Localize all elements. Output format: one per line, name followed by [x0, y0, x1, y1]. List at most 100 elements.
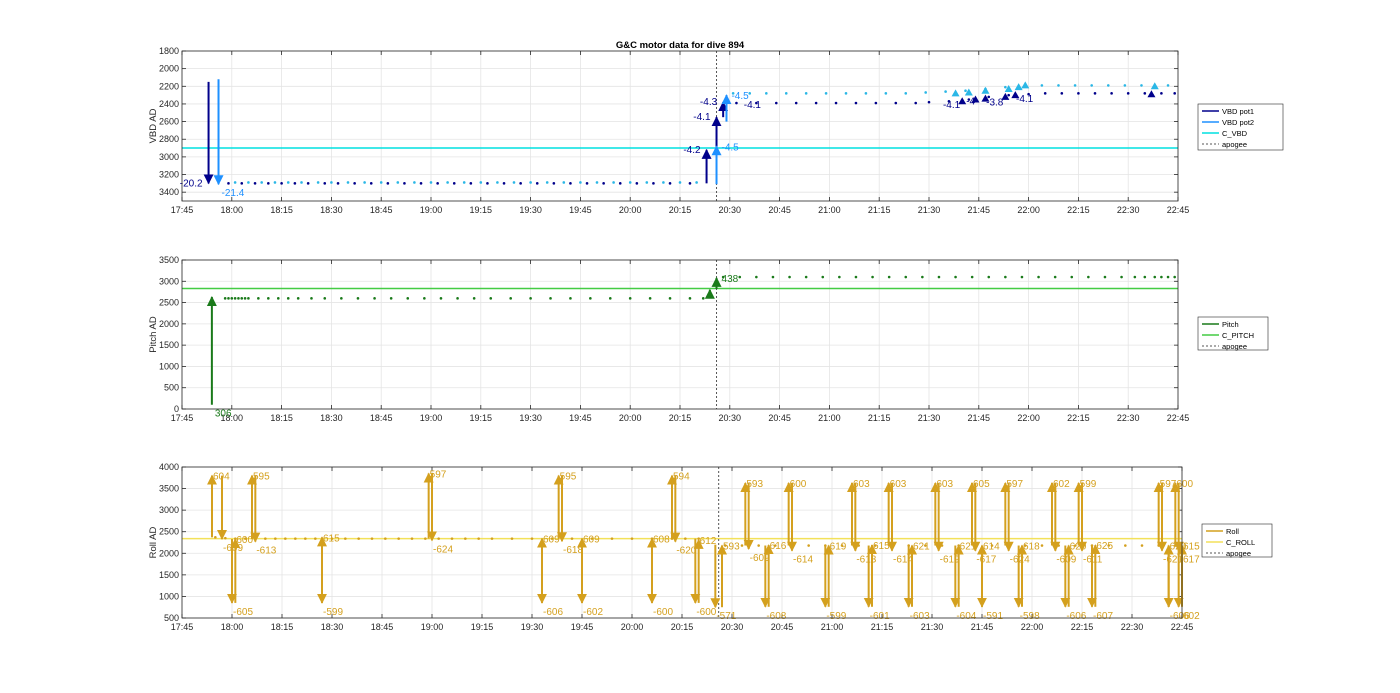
data-point [397, 537, 400, 540]
data-point [990, 544, 994, 547]
data-point [356, 297, 360, 300]
x-tick-label: 21:30 [918, 413, 941, 423]
x-tick-label: 18:15 [270, 205, 293, 215]
x-tick-label: 21:15 [868, 205, 891, 215]
move-label: 600 [1176, 479, 1193, 490]
data-point [628, 181, 632, 184]
data-point [323, 182, 327, 185]
x-tick-label: 21:45 [971, 622, 994, 632]
move-label: -602 [583, 607, 603, 618]
data-point [914, 101, 918, 105]
move-label: 594 [673, 472, 690, 483]
y-tick-label: 1500 [159, 340, 179, 350]
x-tick-label: 20:45 [768, 205, 791, 215]
data-point [519, 182, 522, 185]
x-tick-label: 19:45 [569, 413, 592, 423]
data-point [757, 544, 760, 547]
move-label: 615 [1183, 542, 1200, 553]
data-point [814, 101, 818, 105]
x-tick-label: 17:45 [171, 413, 194, 423]
data-point [1143, 275, 1147, 279]
data-point [569, 297, 572, 300]
move-label: 603 [853, 479, 870, 490]
data-point [1040, 84, 1044, 87]
data-point [904, 92, 908, 95]
data-point [1173, 92, 1176, 95]
triangle-marker [1150, 82, 1159, 90]
x-tick-label: 20:15 [669, 205, 692, 215]
data-point [834, 101, 838, 105]
data-point [419, 182, 423, 185]
x-tick-label: 22:15 [1067, 413, 1090, 423]
x-tick-label: 20:45 [768, 413, 791, 423]
data-point [807, 544, 810, 547]
move-label: -609 [750, 553, 770, 564]
data-point [1007, 93, 1010, 97]
data-point [648, 297, 652, 300]
data-point [940, 544, 944, 547]
x-tick-label: 18:15 [270, 413, 293, 423]
data-point [884, 92, 888, 95]
data-point [630, 537, 634, 540]
data-point [1087, 275, 1090, 279]
data-point [300, 181, 303, 184]
x-tick-label: 18:45 [371, 622, 394, 632]
data-point [227, 182, 230, 185]
data-point [731, 92, 735, 95]
data-point [323, 297, 327, 300]
triangle-marker [1014, 83, 1023, 91]
data-point [267, 297, 270, 300]
data-point [386, 182, 390, 185]
move-label: -609 [1056, 555, 1076, 566]
data-point [472, 297, 476, 300]
x-tick-label: 19:30 [521, 622, 544, 632]
data-point [854, 275, 858, 279]
move-label: 616 [770, 541, 787, 552]
legend-entry: VBD pot1 [1222, 107, 1254, 116]
y-tick-label: 3500 [159, 484, 179, 494]
y-tick-label: 2800 [159, 134, 179, 144]
data-point [924, 544, 927, 547]
data-point [424, 537, 427, 540]
data-point [264, 537, 267, 540]
legend-box [1197, 316, 1269, 351]
y-axis-label: VBD AD [148, 108, 159, 143]
data-point [970, 275, 974, 279]
y-tick-label: 2000 [159, 548, 179, 558]
y-tick-label: 2500 [159, 527, 179, 537]
data-point [310, 297, 313, 300]
data-point [721, 275, 725, 279]
data-point [489, 297, 493, 300]
data-point [1160, 275, 1163, 279]
legend-entry: Roll [1226, 527, 1239, 536]
data-point [668, 182, 672, 185]
move-label: -4.5 [731, 91, 749, 102]
data-point [894, 101, 898, 105]
x-tick-label: 22:30 [1121, 622, 1144, 632]
data-point [429, 181, 433, 184]
data-point [233, 181, 237, 184]
data-point [486, 182, 489, 185]
y-tick-label: 1000 [159, 361, 179, 371]
data-point [314, 537, 317, 540]
x-tick-label: 17:45 [171, 205, 194, 215]
data-point [244, 537, 247, 540]
move-label: 608 [653, 535, 670, 546]
data-point [628, 297, 632, 300]
y-tick-label: 3000 [159, 505, 179, 515]
data-point [954, 275, 957, 279]
move-label: -620 [676, 546, 696, 557]
y-tick-label: 0 [174, 404, 179, 414]
x-tick-label: 19:15 [470, 413, 493, 423]
x-tick-label: 18:30 [320, 413, 343, 423]
move-label: 593 [746, 479, 763, 490]
y-tick-label: 2200 [159, 81, 179, 91]
data-point [223, 297, 227, 300]
data-point [344, 537, 347, 540]
triangle-marker [1021, 81, 1030, 89]
data-point [1057, 84, 1060, 87]
x-tick-label: 18:45 [370, 205, 393, 215]
